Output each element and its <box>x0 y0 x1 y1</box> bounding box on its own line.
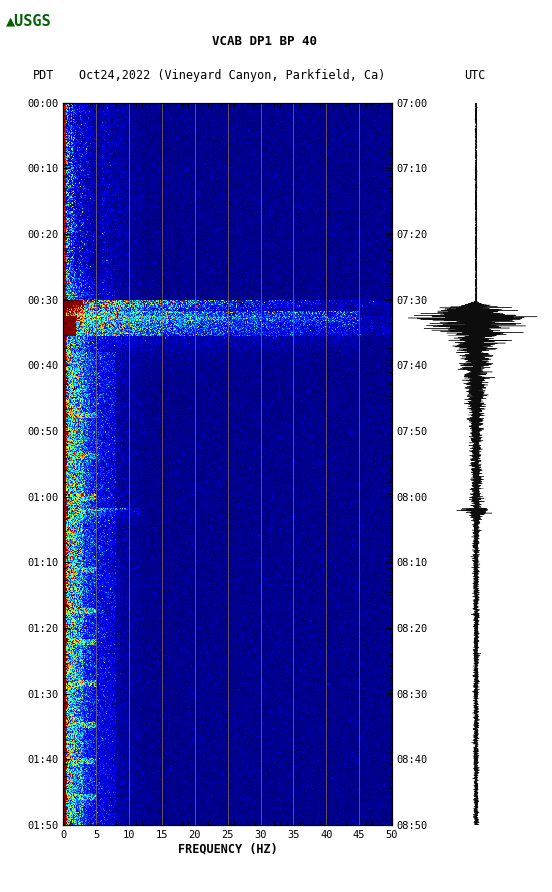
Text: PDT: PDT <box>33 70 55 82</box>
Text: ▲USGS: ▲USGS <box>6 13 51 28</box>
Text: Oct24,2022 (Vineyard Canyon, Parkfield, Ca): Oct24,2022 (Vineyard Canyon, Parkfield, … <box>78 70 385 82</box>
Text: UTC: UTC <box>464 70 485 82</box>
Text: VCAB DP1 BP 40: VCAB DP1 BP 40 <box>213 35 317 47</box>
X-axis label: FREQUENCY (HZ): FREQUENCY (HZ) <box>178 843 278 855</box>
